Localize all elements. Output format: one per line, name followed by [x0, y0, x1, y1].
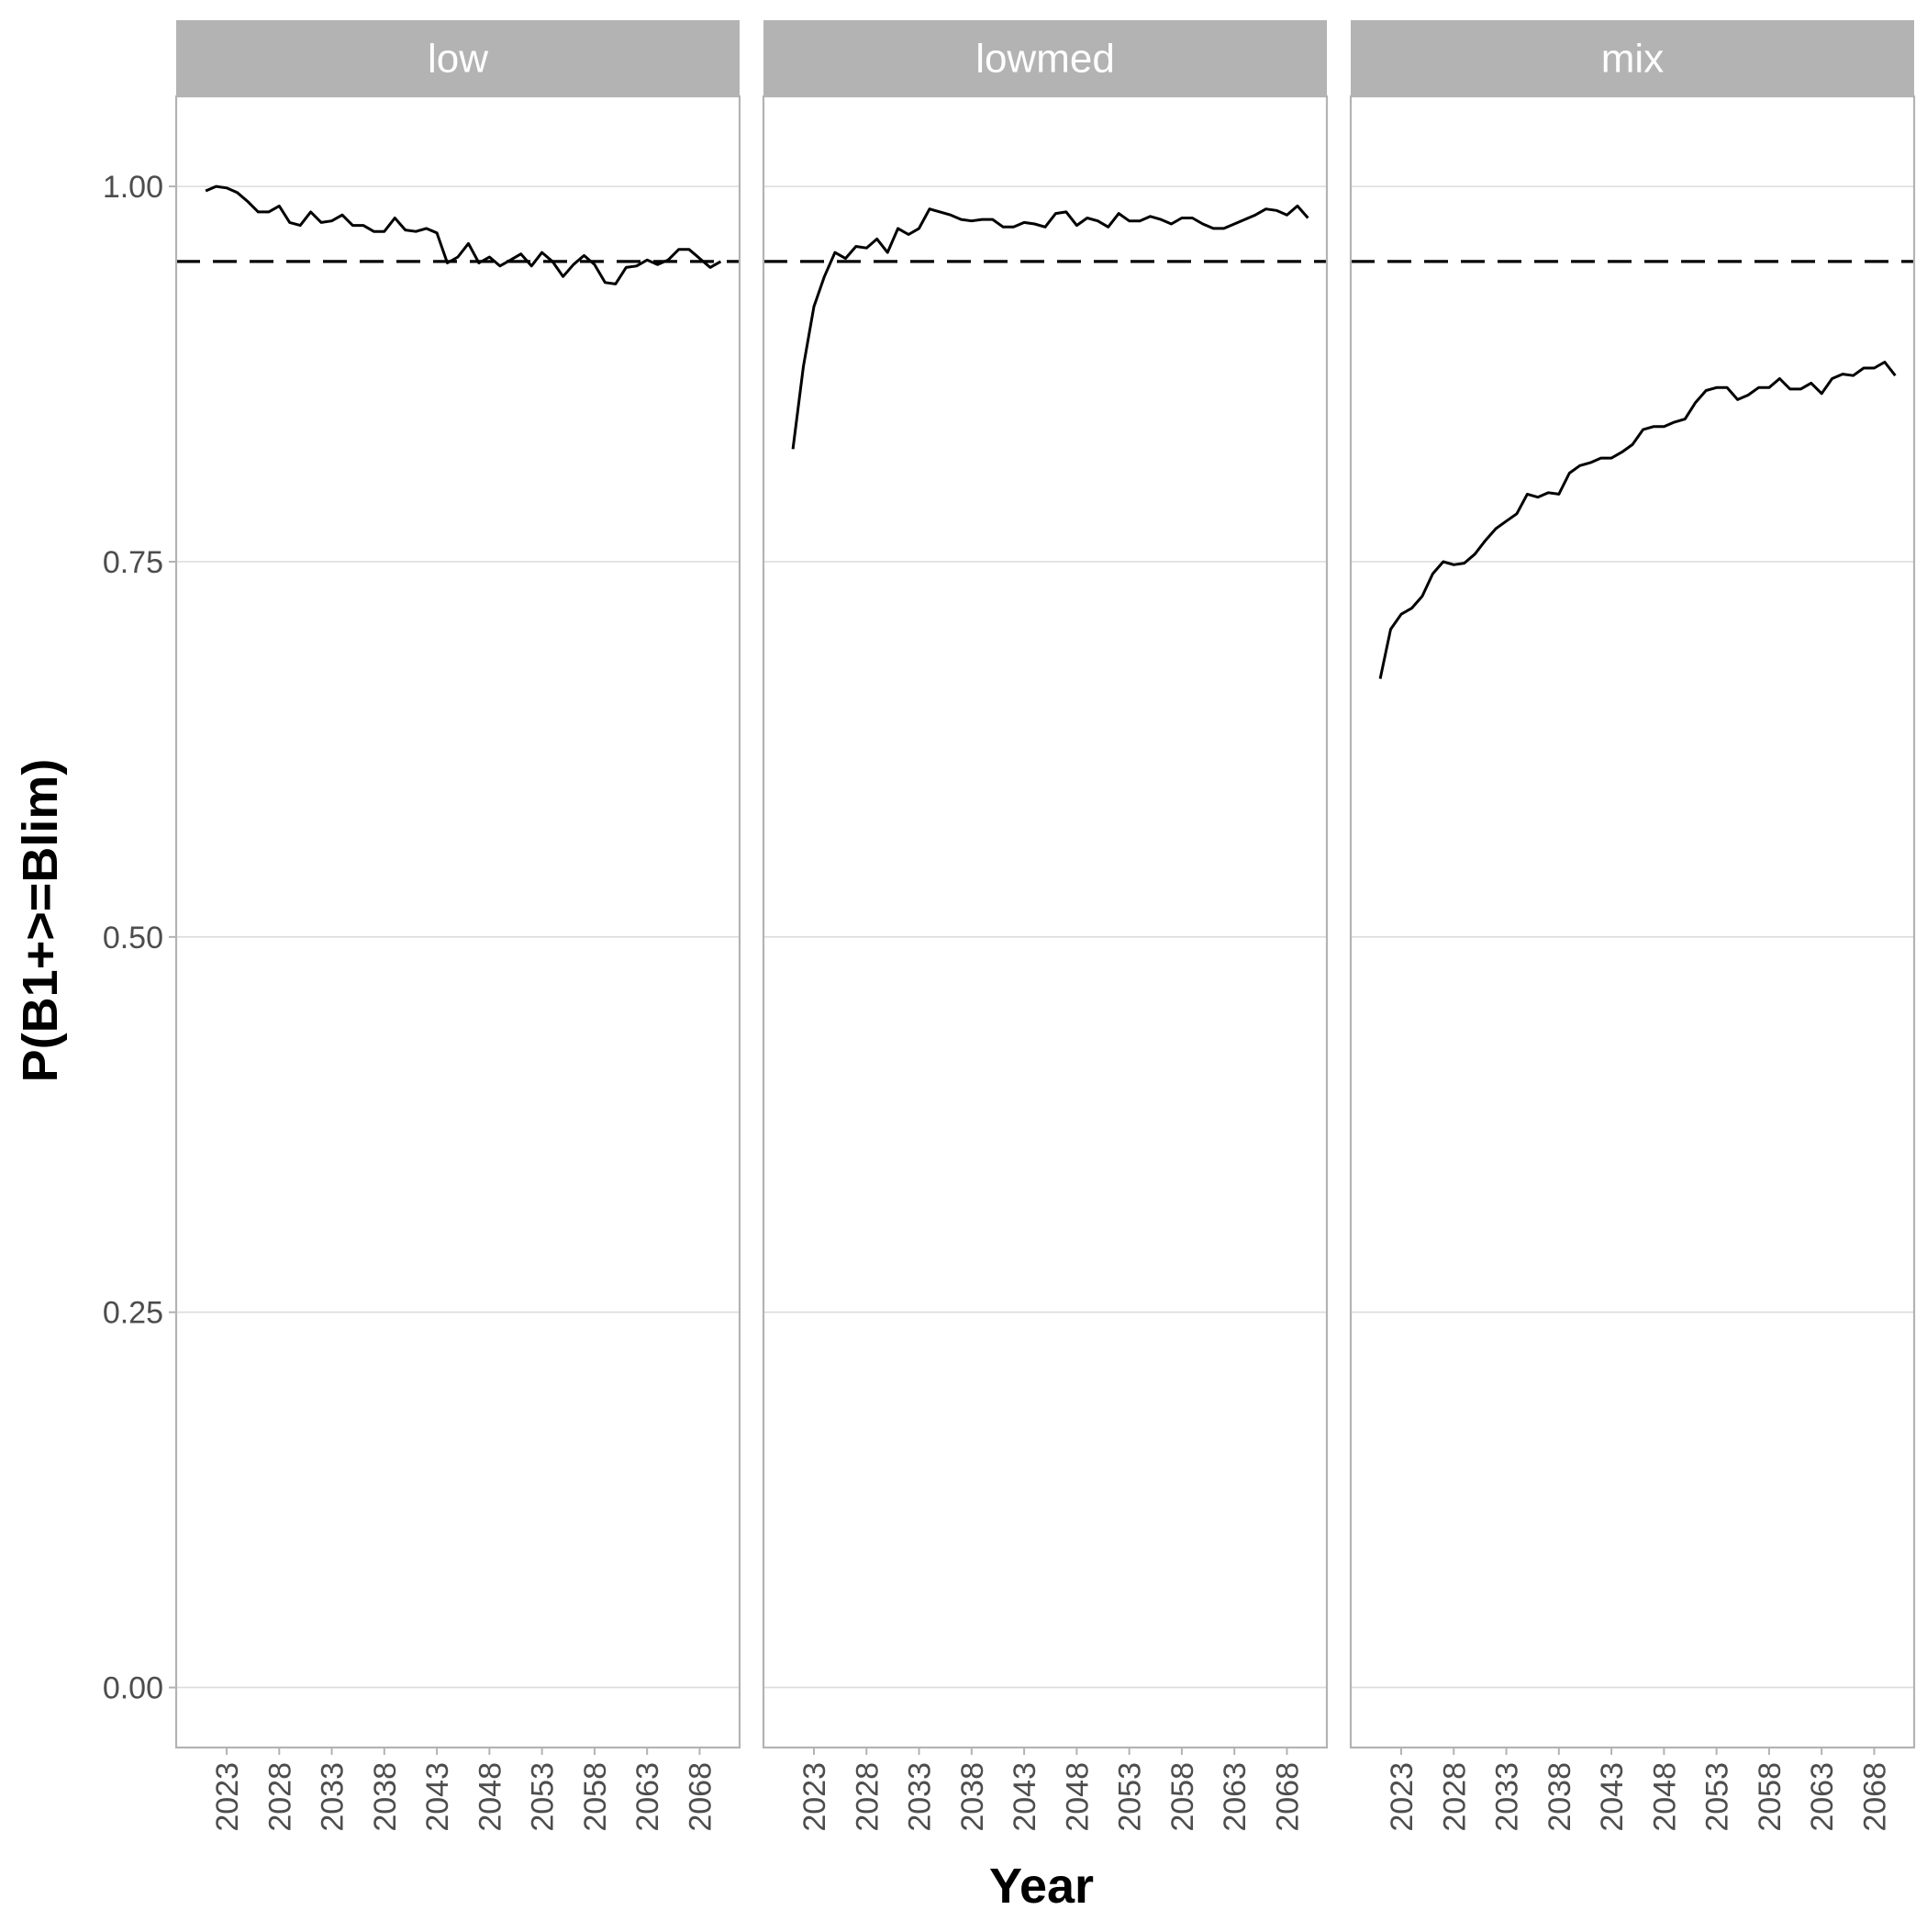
x-tick-label: 2053: [1700, 1762, 1735, 1832]
x-tick-label: 2043: [1008, 1762, 1042, 1832]
x-tick-label: 2048: [1060, 1762, 1095, 1832]
facet-panel-low: low 2023 2028 2033 2038 2043 2048 2053 2058 2063 2…: [174, 20, 741, 1832]
x-tick-label: 2063: [1805, 1762, 1840, 1832]
x-tick-label: 2053: [526, 1762, 561, 1832]
y-tick-label: 0.00: [103, 1671, 163, 1706]
panel-border: [762, 95, 1329, 1749]
x-tick-label: 2043: [1595, 1762, 1630, 1832]
y-tick-label: 0.50: [103, 921, 163, 955]
facet-strip-label: lowmed: [975, 37, 1115, 82]
x-tick-label: 2038: [955, 1762, 990, 1832]
x-tick-label: 2063: [1218, 1762, 1253, 1832]
x-tick-label: 2028: [1437, 1762, 1472, 1832]
x-tick-label: 2038: [1543, 1762, 1577, 1832]
facet-panel-lowmed: lowmed 2023 2028 2033 2038 2043 2048 2053 2058 20…: [762, 20, 1329, 1832]
x-tick-label: 2048: [473, 1762, 507, 1832]
x-tick-label: 2023: [797, 1762, 832, 1832]
facet-strip: [1351, 20, 1914, 96]
facet-panel-mix: mix 2023 2028 2033 2038 2043 2048 2053 2058 2063 2…: [1349, 20, 1916, 1832]
x-tick-label: 2028: [850, 1762, 885, 1832]
y-axis-title: P(B1+>=Blim): [13, 759, 68, 1083]
x-tick-label: 2058: [578, 1762, 613, 1832]
x-tick-label: 2068: [1857, 1762, 1892, 1832]
y-tick-label: 0.25: [103, 1296, 163, 1331]
x-tick-label: 2023: [210, 1762, 245, 1832]
x-tick-label: 2043: [420, 1762, 455, 1832]
x-tick-label: 2033: [316, 1762, 351, 1832]
facet-strip: [176, 20, 740, 96]
x-tick-label: 2063: [630, 1762, 665, 1832]
panels-layer: low 2023 2028 2033 2038 2043 2048 2053 2058 2063 2…: [174, 20, 1916, 1832]
x-tick-label: 2053: [1113, 1762, 1148, 1832]
x-tick-label: 2033: [1490, 1762, 1525, 1832]
facet-strip: [763, 20, 1327, 96]
x-tick-label: 2033: [903, 1762, 938, 1832]
series-line-mix: [1378, 361, 1897, 679]
panel-border: [1349, 95, 1916, 1749]
x-tick-label: 2048: [1647, 1762, 1682, 1832]
x-tick-label: 2028: [262, 1762, 297, 1832]
x-tick-label: 2068: [1270, 1762, 1305, 1832]
x-tick-label: 2058: [1165, 1762, 1200, 1832]
x-tick-label: 2023: [1385, 1762, 1420, 1832]
series-line-low: [205, 184, 722, 285]
series-line-lowmed: [791, 204, 1309, 450]
y-tick-label: 0.75: [103, 545, 163, 580]
y-axis: 0.00 0.25 0.50 0.75 1.00: [103, 170, 176, 1706]
x-tick-label: 2058: [1753, 1762, 1788, 1832]
x-axis-title: Year: [989, 1859, 1094, 1914]
panel-border: [174, 95, 741, 1749]
facet-strip-label: mix: [1601, 37, 1664, 82]
facet-strip-label: low: [428, 37, 488, 82]
x-tick-label: 2038: [368, 1762, 403, 1832]
x-tick-label: 2068: [683, 1762, 718, 1832]
y-tick-label: 1.00: [103, 170, 163, 205]
